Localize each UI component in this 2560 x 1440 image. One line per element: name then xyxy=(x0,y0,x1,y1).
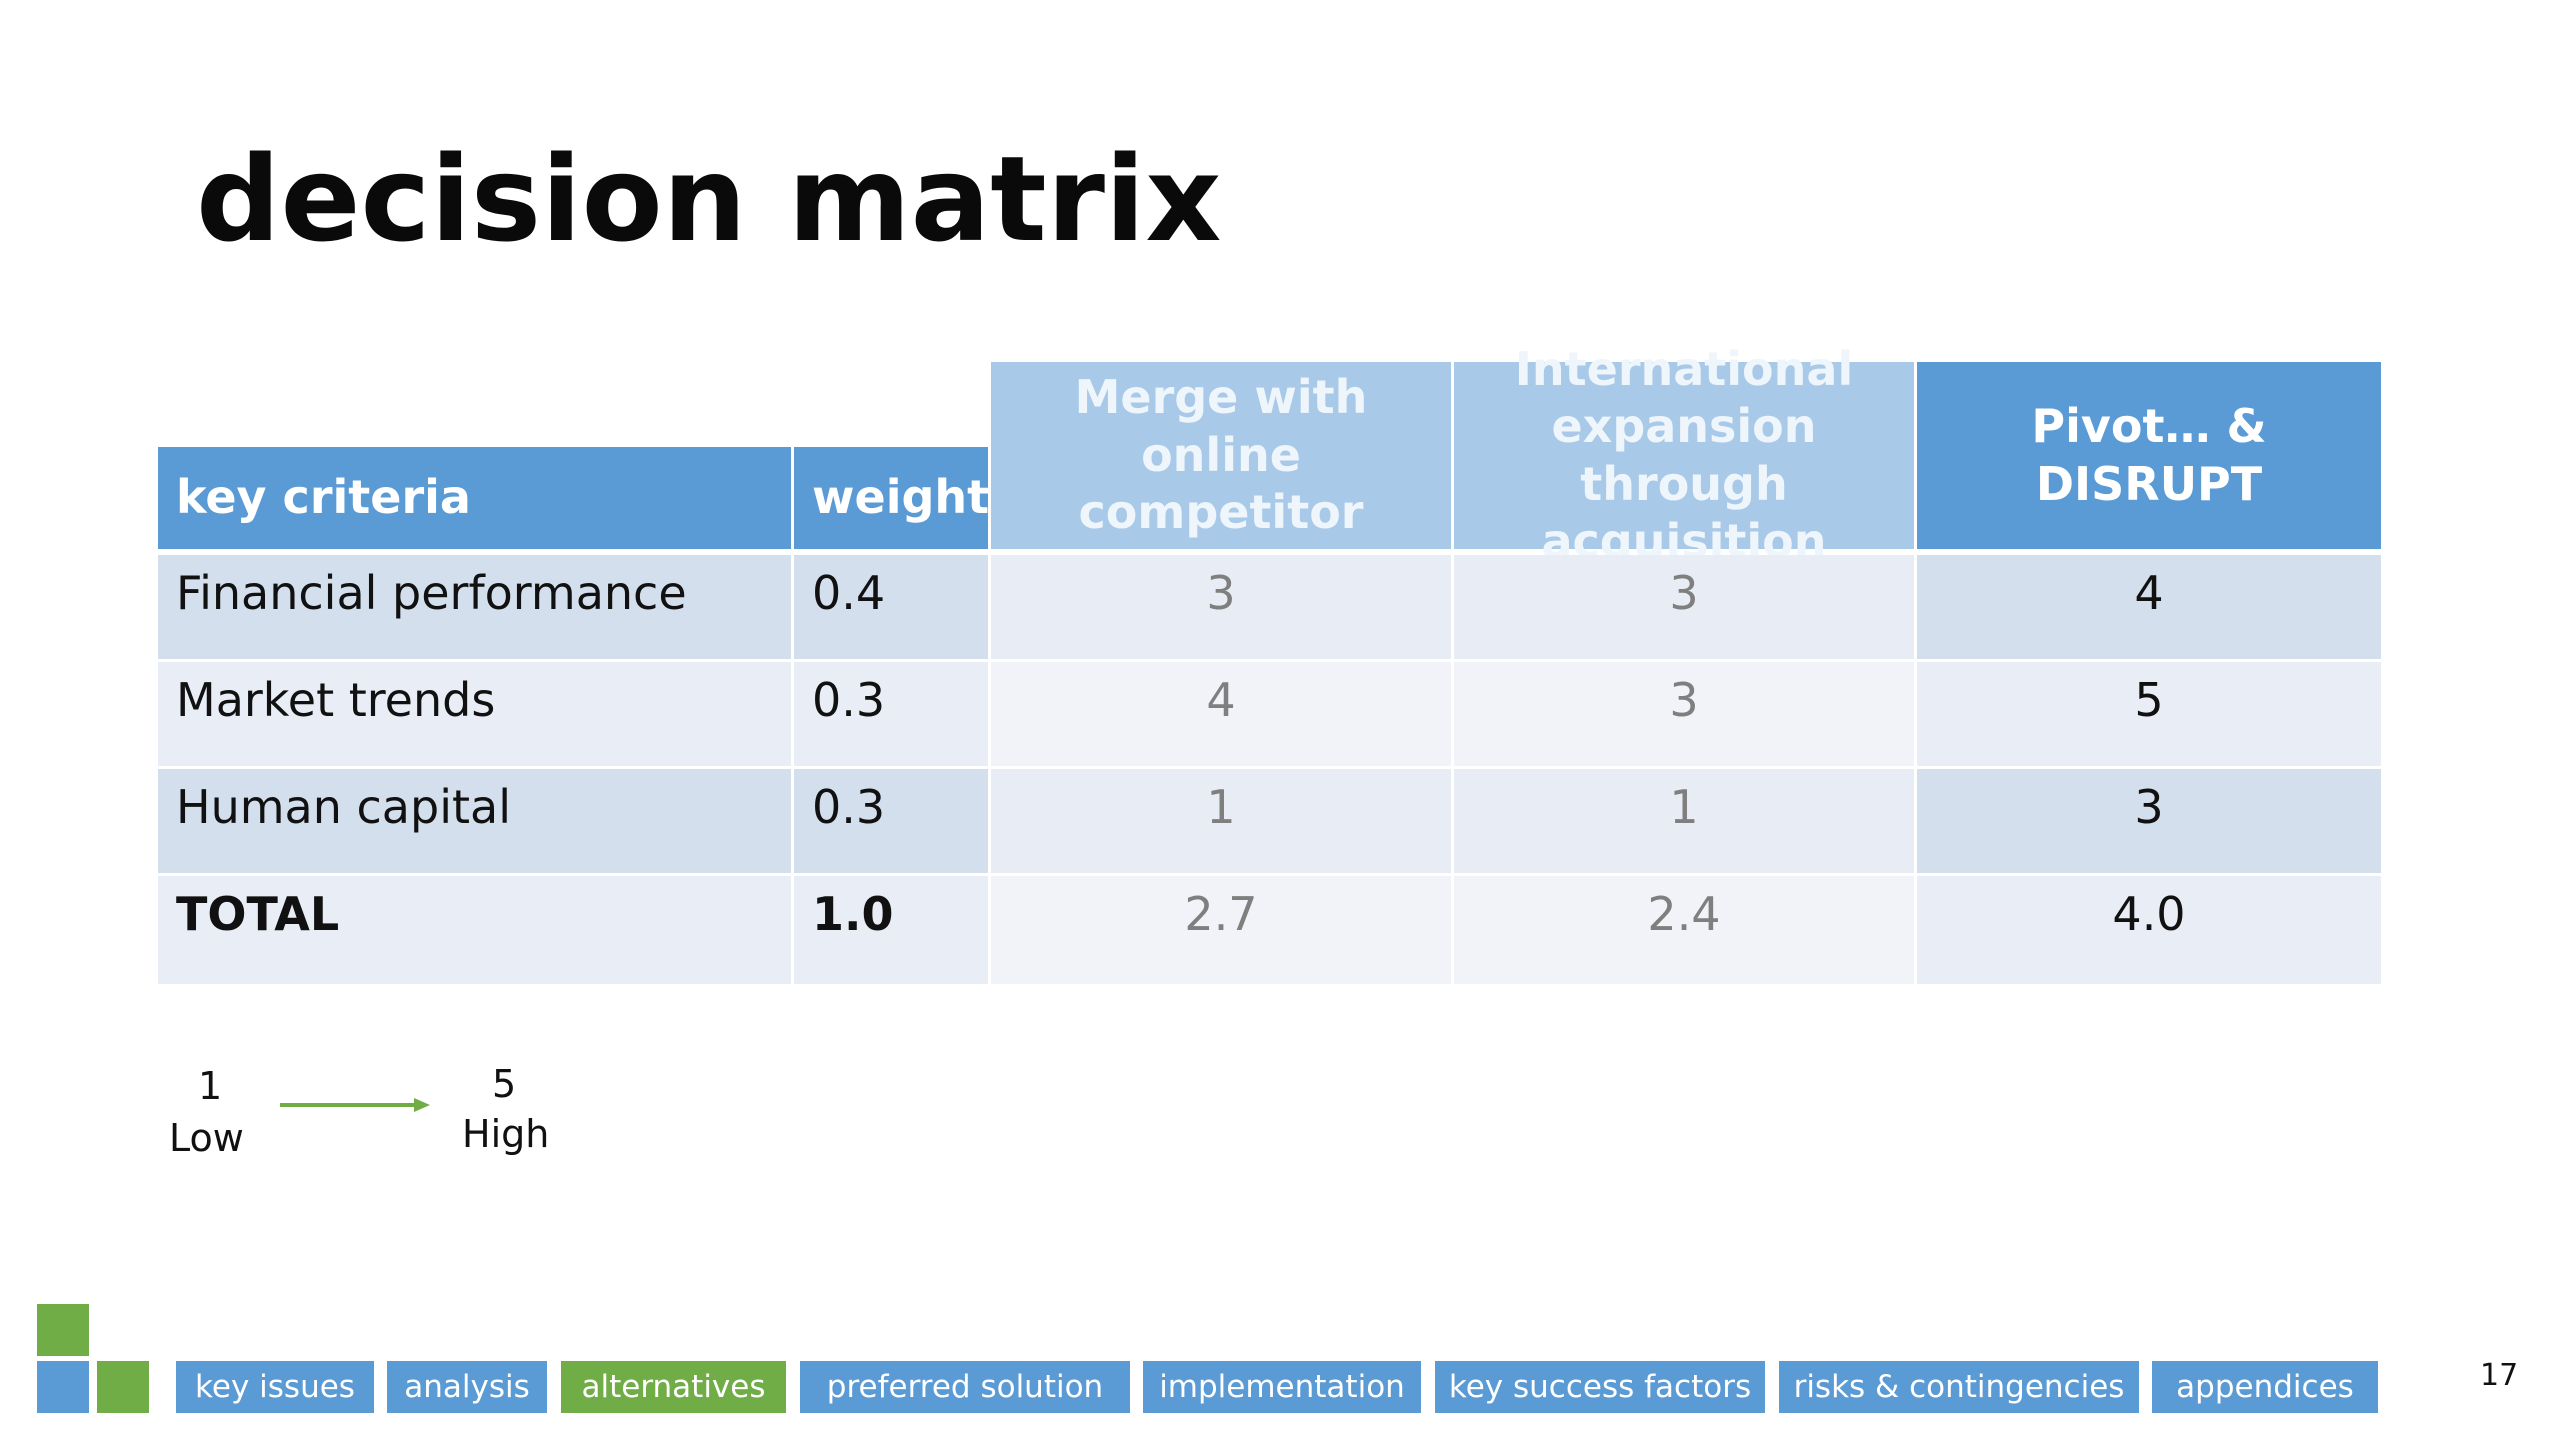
row-2-pivot-score: 5 xyxy=(1917,662,2381,766)
row-1-pivot-score: 4 xyxy=(1917,555,2381,659)
nav-implementation[interactable]: implementation xyxy=(1143,1361,1421,1413)
row-2-international-score: 3 xyxy=(1454,662,1914,766)
row-3-international-score: 1 xyxy=(1454,769,1914,873)
legend-high-label: High xyxy=(462,1112,550,1156)
legend-low-value: 1 xyxy=(198,1064,223,1108)
nav-key-success-factors[interactable]: key success factors xyxy=(1435,1361,1765,1413)
slide-title: decision matrix xyxy=(196,130,1222,268)
row-1-criterion: Financial performance xyxy=(158,555,791,659)
logo-square-green xyxy=(97,1361,149,1413)
row-1-international-score: 3 xyxy=(1454,555,1914,659)
nav-analysis[interactable]: analysis xyxy=(387,1361,547,1413)
logo-square-green-top xyxy=(37,1304,89,1356)
row-2-weight: 0.3 xyxy=(794,662,988,766)
total-international-score: 2.4 xyxy=(1454,876,1914,984)
legend-low-label: Low xyxy=(169,1116,244,1160)
header-pivot-disrupt: Pivot… & DISRUPT xyxy=(1917,362,2381,549)
total-pivot-score: 4.0 xyxy=(1917,876,2381,984)
total-weight: 1.0 xyxy=(794,876,988,984)
nav-alternatives[interactable]: alternatives xyxy=(561,1361,786,1413)
header-weight: weight xyxy=(794,447,989,549)
row-1-weight: 0.4 xyxy=(794,555,988,659)
row-3-merge-score: 1 xyxy=(991,769,1451,873)
nav-preferred-solution[interactable]: preferred solution xyxy=(800,1361,1130,1413)
total-label: TOTAL xyxy=(158,876,791,984)
scale-arrow-icon xyxy=(280,1098,430,1112)
header-key-criteria: key criteria xyxy=(158,447,791,549)
row-1-merge-score: 3 xyxy=(991,555,1451,659)
row-2-criterion: Market trends xyxy=(158,662,791,766)
header-international-expansion: International expansion through acquisit… xyxy=(1454,342,1914,568)
row-3-criterion: Human capital xyxy=(158,769,791,873)
header-merge-online: Merge with online competitor xyxy=(991,362,1451,549)
logo-square-blue xyxy=(37,1361,89,1413)
page-number: 17 xyxy=(2480,1358,2519,1393)
total-merge-score: 2.7 xyxy=(991,876,1451,984)
legend-high-value: 5 xyxy=(492,1062,517,1106)
row-2-merge-score: 4 xyxy=(991,662,1451,766)
nav-appendices[interactable]: appendices xyxy=(2152,1361,2378,1413)
row-3-weight: 0.3 xyxy=(794,769,988,873)
decision-matrix-table: key criteria weight Merge with online co… xyxy=(158,342,2381,984)
nav-risks-contingencies[interactable]: risks & contingencies xyxy=(1779,1361,2139,1413)
row-3-pivot-score: 3 xyxy=(1917,769,2381,873)
nav-key-issues[interactable]: key issues xyxy=(176,1361,374,1413)
